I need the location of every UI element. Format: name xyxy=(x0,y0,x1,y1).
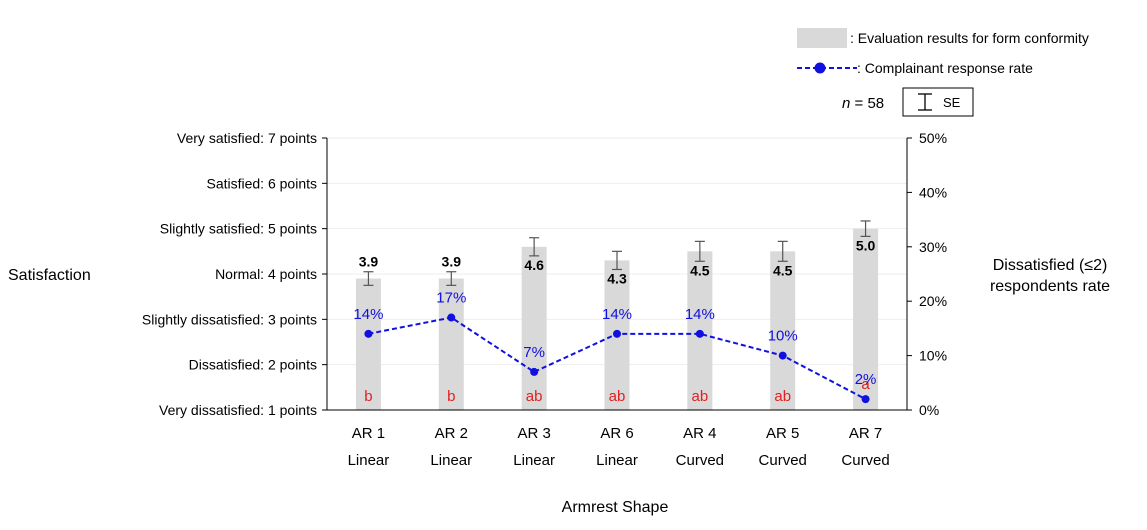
bar-value-label: 4.5 xyxy=(690,262,710,278)
right-tick-label: 10% xyxy=(919,348,947,364)
bars-group xyxy=(355,228,879,410)
x-tick-shape-label: Linear xyxy=(348,452,390,469)
left-tick-label: Slightly dissatisfied: 3 points xyxy=(142,311,317,327)
significance-label: ab xyxy=(692,388,709,405)
x-tick-label: AR 3 xyxy=(517,425,550,442)
x-tick-labels-group: AR 1 Linear AR 2 Linear AR 3 Linear AR 6 Linear… xyxy=(348,425,890,469)
x-tick-label: AR 2 xyxy=(435,425,468,442)
left-tick-label: Very satisfied: 7 points xyxy=(177,130,317,146)
legend-line-label: : Complainant response rate xyxy=(857,60,1033,76)
se-legend-label: SE xyxy=(943,95,961,110)
x-tick-label: AR 1 xyxy=(352,425,385,442)
bar-value-label: 3.9 xyxy=(442,254,462,270)
left-ticks-group: Very dissatisfied: 1 points Dissatisfied:… xyxy=(142,130,327,418)
x-tick-shape-label: Linear xyxy=(513,452,555,469)
significance-labels-group: b b ab ab ab ab a xyxy=(364,376,870,405)
y-right-axis-title-line2: respondents rate xyxy=(990,278,1110,295)
response-rate-point xyxy=(530,367,539,376)
bar xyxy=(770,251,796,410)
response-rate-label: 2% xyxy=(855,371,877,388)
legend: : Evaluation results for form conformity… xyxy=(797,28,1089,117)
bar-value-labels-group: 3.9 3.9 4.6 4.3 4.5 4.5 5.0 xyxy=(359,237,876,286)
bar xyxy=(853,228,879,410)
right-tick-label: 30% xyxy=(919,239,947,255)
y-right-axis-title-line1: Dissatisfied (≤2) xyxy=(993,257,1108,274)
bar-value-label: 5.0 xyxy=(856,237,876,253)
response-rate-label: 14% xyxy=(602,306,632,323)
response-rate-point xyxy=(778,351,787,360)
response-rate-point xyxy=(364,329,373,338)
significance-label: b xyxy=(364,388,372,405)
x-tick-shape-label: Linear xyxy=(430,452,472,469)
significance-label: b xyxy=(447,388,455,405)
bar-value-label: 3.9 xyxy=(359,254,379,270)
response-rate-point xyxy=(447,313,456,322)
x-tick-label: AR 4 xyxy=(683,425,716,442)
bar-value-label: 4.5 xyxy=(773,262,793,278)
significance-label: ab xyxy=(526,388,543,405)
right-tick-label: 50% xyxy=(919,130,947,146)
sample-size-value: = 58 xyxy=(850,95,884,112)
legend-bar-label: : Evaluation results for form conformity xyxy=(850,30,1089,46)
response-rate-line-group: 14% 17% 7% 14% 14% 10% 2% xyxy=(353,290,876,404)
response-rate-label: 14% xyxy=(685,306,715,323)
response-rate-label: 14% xyxy=(353,306,383,323)
se-legend-box xyxy=(902,87,974,117)
response-rate-label: 7% xyxy=(523,344,545,361)
x-axis-title: Armrest Shape xyxy=(562,499,669,516)
error-bars-group xyxy=(363,220,871,286)
x-tick-label: AR 6 xyxy=(600,425,633,442)
legend-line-marker xyxy=(814,62,826,74)
significance-label: ab xyxy=(609,388,626,405)
response-rate-label: 17% xyxy=(436,290,466,307)
x-tick-shape-label: Curved xyxy=(676,452,724,469)
response-rate-point xyxy=(695,329,704,338)
bar xyxy=(521,246,547,410)
left-tick-label: Normal: 4 points xyxy=(215,266,317,282)
bar xyxy=(438,278,464,410)
left-tick-label: Very dissatisfied: 1 points xyxy=(159,402,317,418)
se-legend-icon xyxy=(918,93,932,111)
left-tick-label: Slightly satisfied: 5 points xyxy=(160,221,317,237)
response-rate-point xyxy=(613,329,621,338)
left-tick-label: Satisfied: 6 points xyxy=(206,175,317,191)
right-tick-label: 0% xyxy=(919,402,939,418)
significance-label: ab xyxy=(774,388,791,405)
sample-size-symbol: n xyxy=(842,95,850,112)
response-rate-point xyxy=(861,395,870,404)
right-tick-label: 40% xyxy=(919,184,947,200)
x-tick-shape-label: Linear xyxy=(596,452,638,469)
right-ticks-group: 0% 10% 20% 30% 40% 50% xyxy=(907,130,947,418)
y-left-axis-title: Satisfaction xyxy=(8,267,91,284)
sample-size: n = 58 xyxy=(842,95,884,112)
bar-value-label: 4.6 xyxy=(524,257,544,273)
x-tick-label: AR 5 xyxy=(766,425,799,442)
significance-label: a xyxy=(861,376,870,393)
legend-bar-swatch xyxy=(797,28,847,48)
x-tick-shape-label: Curved xyxy=(841,452,889,469)
left-tick-label: Dissatisfied: 2 points xyxy=(189,357,317,373)
x-tick-shape-label: Curved xyxy=(759,452,807,469)
right-tick-label: 20% xyxy=(919,293,947,309)
bar-value-label: 4.3 xyxy=(607,270,627,286)
x-tick-label: AR 7 xyxy=(849,425,882,442)
bar xyxy=(355,278,381,410)
response-rate-label: 10% xyxy=(768,328,798,345)
